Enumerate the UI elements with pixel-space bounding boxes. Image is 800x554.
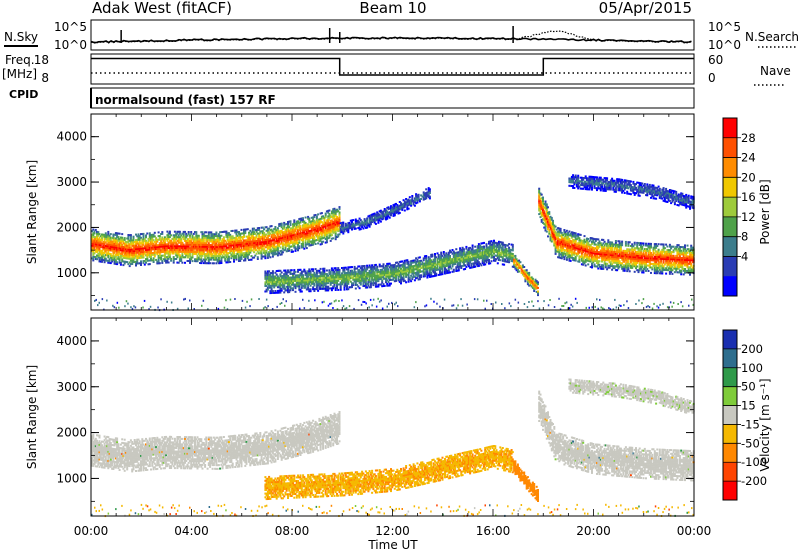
vel-cbar-swatch-4: [723, 405, 737, 425]
scatter-band-3: [538, 390, 695, 482]
vel-cbar-tick-label-5: -50: [741, 436, 760, 450]
velocity-colorbar: 200 100 50 15 -15 -50 -100 -200: [722, 329, 767, 501]
power-cbar-tick-label-1: 24: [741, 151, 756, 165]
velocity-heatmap: [91, 378, 695, 518]
power-heatmap: [91, 174, 695, 312]
power-cbar-tick-label-3: 16: [741, 190, 756, 204]
power-cbar-tick-label-4: 12: [741, 210, 756, 224]
freq-unit: [MHz]: [2, 67, 37, 81]
vel-cbar-tick-label-2: 50: [741, 380, 756, 394]
nsearch-line: [90, 30, 692, 44]
power-ytick-label-1: 3000: [56, 175, 87, 189]
freq-panel: [90, 53, 695, 85]
power-colorbar: 28 24 20 16 12 8 4: [722, 117, 756, 297]
power-cbar-swatch-7: [723, 256, 737, 277]
vel-cbar-tick-label-1: 100: [741, 361, 763, 375]
x-tick-label-3: 12:00: [375, 524, 410, 538]
nsky-tick-top: 10^5: [54, 20, 87, 34]
vel-cbar-swatch-5: [723, 424, 737, 444]
vel-cbar-tick-label-0: 200: [741, 342, 763, 356]
nsearch-tick-top: 10^5: [708, 20, 741, 34]
x-tick-label-1: 04:00: [174, 524, 209, 538]
freq-trace: [91, 57, 694, 76]
x-tick-label-2: 08:00: [275, 524, 310, 538]
power-ytick-label-3: 1000: [56, 266, 87, 280]
power-cbar-swatch-0: [723, 118, 737, 139]
scatter-band-1: [264, 239, 514, 295]
power-y-label: Slant Range [km]: [25, 160, 39, 264]
x-tick-label-6: 00:00: [677, 524, 712, 538]
scatter-band-3: [513, 254, 539, 297]
vel-cbar-swatch-3: [723, 386, 737, 407]
power-cbar-swatch-2: [723, 157, 737, 178]
nsky-trace: [90, 26, 692, 44]
power-ytick-label-0: 4000: [56, 130, 87, 144]
velocity-y-label: Slant Range [km]: [25, 365, 39, 469]
power-cbar-swatch-8: [723, 276, 737, 297]
x-tick-label-4: 16:00: [476, 524, 511, 538]
station-title: Adak West (fitACF): [92, 0, 232, 17]
vel-cbar-tick-label-7: -200: [741, 474, 767, 488]
nsky-label: N.Sky: [4, 30, 38, 44]
scatter-band-4: [568, 378, 695, 414]
x-axis: 00:00 04:00 08:00 12:00 16:00 20:00 00:00: [74, 524, 712, 538]
freq-tick-bottom: 8: [41, 71, 49, 85]
vel-cbar-swatch-1: [723, 348, 737, 369]
freq-line: [91, 57, 694, 76]
scatter-band-2: [339, 187, 431, 235]
velocity-axes: 4000 3000 2000 1000: [56, 317, 695, 517]
x-tick-label-0: 00:00: [74, 524, 109, 538]
scatter-band-4: [538, 187, 695, 276]
vel-cbar-tick-label-3: 15: [741, 399, 756, 413]
scatter-band-0: [91, 206, 341, 268]
scatter-band-2: [513, 460, 539, 502]
velocity-colorbar-label: Velocity [m s⁻¹]: [758, 378, 772, 471]
velocity-ytick-label-0: 4000: [56, 334, 87, 348]
date-title: 05/Apr/2015: [599, 0, 692, 17]
cpid-label: CPID: [9, 88, 38, 101]
power-cbar-frame: [722, 117, 738, 297]
ground-noise: [94, 297, 694, 312]
nave-label: Nave: [760, 64, 791, 78]
velocity-ytick-label-1: 3000: [56, 380, 87, 394]
scatter-band-0: [91, 411, 341, 473]
vel-cbar-swatch-7: [723, 462, 737, 482]
nsearch-tick-bottom: 10^0: [708, 38, 741, 52]
power-axes: 4000 3000 2000 1000: [56, 113, 695, 311]
vel-cbar-tick-label-6: -100: [741, 455, 767, 469]
vel-cbar-tick-label-4: -15: [741, 417, 760, 431]
power-ytick-label-2: 2000: [56, 220, 87, 234]
scatter-band-5: [568, 174, 695, 210]
power-cbar-swatch-6: [723, 236, 737, 257]
power-cbar-swatch-4: [723, 197, 737, 218]
x-axis-label: Time UT: [367, 538, 418, 552]
freq-tick-top: 18: [34, 53, 49, 67]
nsky-panel: [90, 19, 695, 51]
velocity-ytick-label-3: 1000: [56, 471, 87, 485]
cpid-text: normalsound (fast) 157 RF: [95, 93, 276, 107]
power-cbar-tick-label-2: 20: [741, 170, 756, 184]
x-tick-label-5: 20:00: [576, 524, 611, 538]
power-cbar-tick-label-0: 28: [741, 131, 756, 145]
vel-cbar-swatch-0: [723, 330, 737, 350]
power-cbar-tick-label-5: 8: [741, 230, 748, 244]
nsearch-label: N.Search: [745, 30, 799, 44]
beam-title: Beam 10: [359, 0, 426, 17]
nsky-tick-bottom: 10^0: [54, 38, 87, 52]
vel-cbar-swatch-2: [723, 367, 737, 388]
vel-cbar-swatch-8: [723, 481, 737, 501]
vel-cbar-swatch-6: [723, 443, 737, 463]
freq-label: Freq.: [5, 53, 35, 67]
velocity-ytick-label-2: 2000: [56, 426, 87, 440]
power-colorbar-label: Power [dB]: [758, 179, 772, 244]
power-cbar-swatch-1: [723, 137, 737, 159]
scatter-band-1: [264, 445, 514, 501]
vel-cbar-frame: [722, 329, 738, 501]
power-cbar-swatch-3: [723, 177, 737, 198]
power-cbar-tick-label-6: 4: [741, 249, 748, 263]
nave-tick-bottom: 0: [708, 71, 716, 85]
power-cbar-swatch-5: [723, 216, 737, 238]
nave-tick-top: 60: [708, 53, 723, 67]
